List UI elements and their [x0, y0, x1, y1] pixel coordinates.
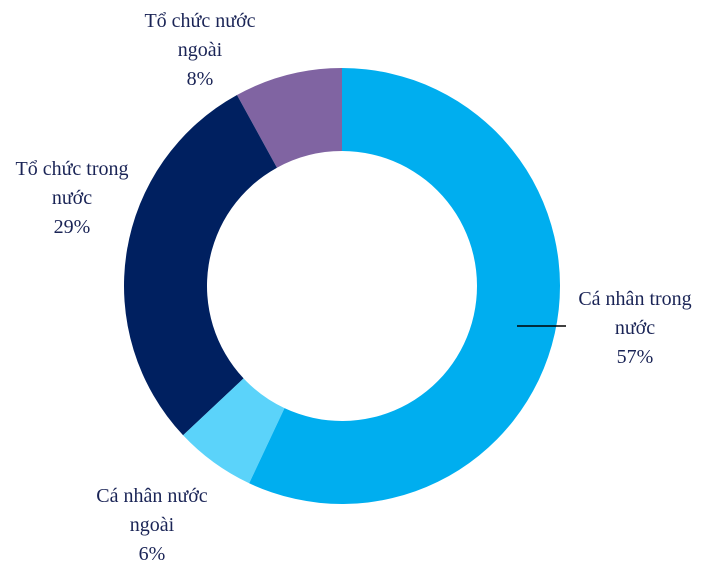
- data-label: Tổ chức nước ngoài 8%: [135, 7, 265, 94]
- value-label: 8%: [186, 68, 214, 90]
- data-label: Cá nhân trong nước 57%: [570, 285, 700, 372]
- donut-segment: [123, 94, 277, 436]
- category-label: Tổ chức trong nước: [15, 158, 129, 209]
- value-label: 6%: [138, 543, 166, 565]
- value-label: 57%: [616, 346, 654, 368]
- category-label: Tổ chức nước ngoài: [144, 10, 256, 61]
- donut-segment: [249, 68, 561, 505]
- value-label: 29%: [53, 216, 91, 238]
- data-label: Tổ chức trong nước 29%: [7, 155, 137, 242]
- donut-segment: [183, 378, 285, 484]
- category-label: Cá nhân nước ngoài: [96, 485, 208, 536]
- donut-segment: [236, 68, 342, 168]
- data-label: Cá nhân nước ngoài 6%: [87, 482, 217, 569]
- category-label: Cá nhân trong nước: [578, 288, 692, 339]
